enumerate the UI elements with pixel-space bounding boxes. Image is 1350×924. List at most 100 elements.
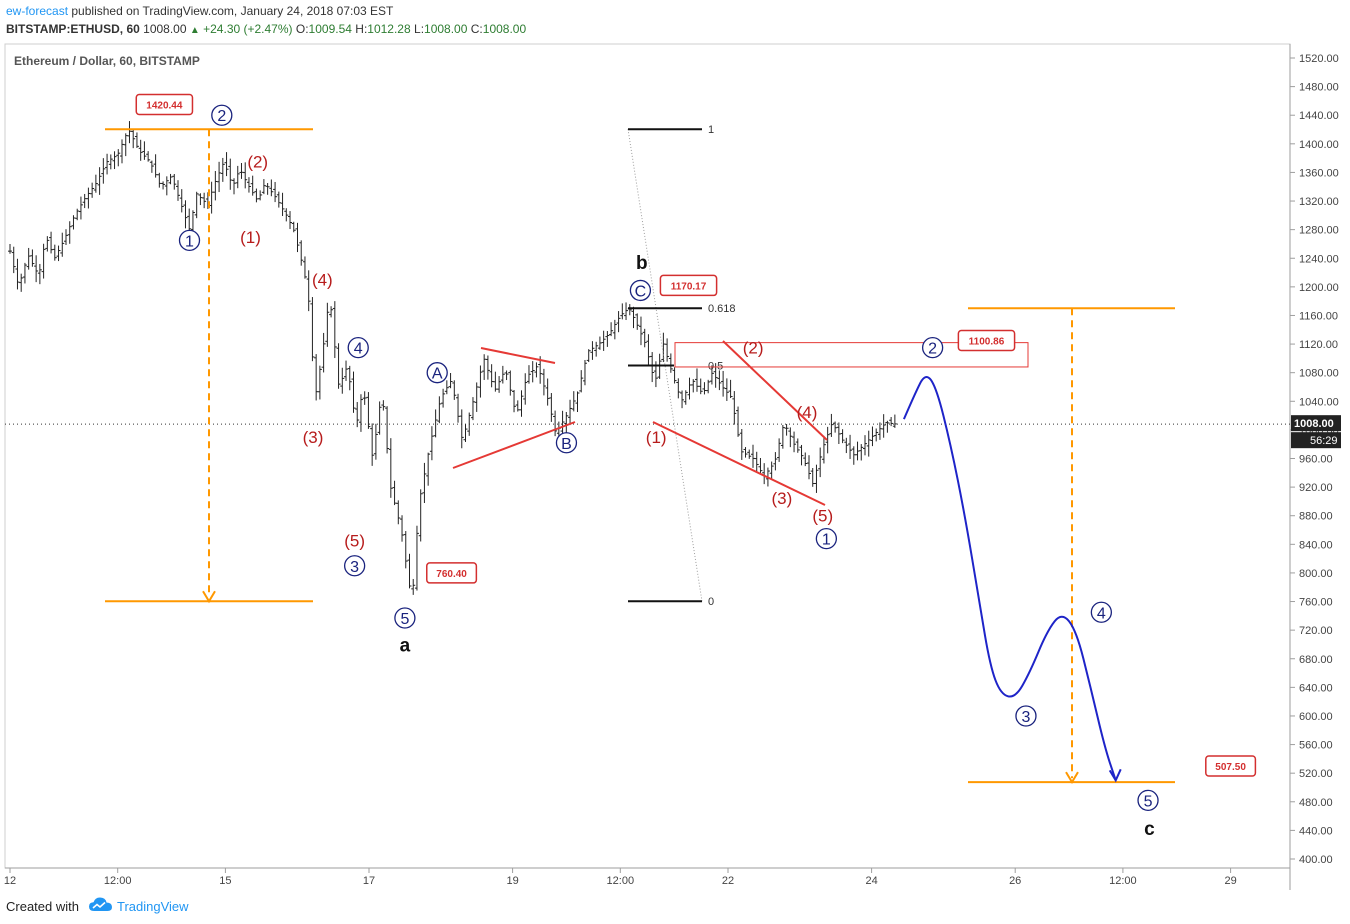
y-tick-label: 1080.00 [1299,368,1339,380]
x-tick-label: 24 [865,875,877,887]
wave-label: 2 [928,341,937,358]
wave-label: 4 [1097,605,1106,622]
x-tick-label: 22 [722,875,734,887]
price-tag-box [957,329,1016,352]
wave-circle [629,279,652,302]
wave-circle [426,362,448,384]
wave-label: 5 [1144,793,1153,810]
y-tick-label: 840.00 [1299,539,1333,551]
wave-label: B [561,436,572,453]
y-tick-label: 560.00 [1299,740,1333,752]
x-tick-label: 12:00 [607,875,635,887]
x-tick-label: 12:00 [104,875,132,887]
trend-line [480,347,556,364]
y-tick-label: 1280.00 [1299,225,1339,237]
y-tick-label: 720.00 [1299,625,1333,637]
projection-arrow-head [1108,768,1122,783]
price-tag-label: 1420.44 [146,100,183,111]
wave-label: (2) [247,153,268,172]
wave-label: 5 [400,611,409,628]
price-tag-label: 1170.17 [671,281,707,292]
price-tag-box [135,93,194,116]
x-tick-label: 15 [219,875,231,887]
low-label: L: [414,22,425,36]
high-label: H: [355,22,368,36]
published-text: published on TradingView.com, January 24… [71,4,394,18]
y-tick-label: 400.00 [1299,854,1333,866]
close-label: C: [470,22,483,36]
trend-line [452,421,576,469]
wave-circle [394,607,416,629]
x-tick-label: 29 [1224,875,1236,887]
x-tick-label: 12 [4,875,16,887]
trend-line [652,421,826,506]
open-value: 1009.54 [308,22,352,36]
y-tick-label: 920.00 [1299,482,1333,494]
price-tag-box [659,274,718,297]
publisher-link[interactable]: ew-forecast [6,4,69,18]
y-tick-label: 1400.00 [1299,139,1339,151]
wave-label: (3) [771,489,792,508]
open-label: O: [295,22,309,36]
tradingview-link[interactable]: TradingView [117,899,189,914]
y-tick-label: 1200.00 [1299,282,1339,294]
symbol-name: BITSTAMP:ETHUSD, 60 [6,22,140,36]
wave-label: (2) [743,339,764,358]
wave-label: (3) [303,428,324,447]
wave-label: 2 [217,108,226,125]
price-tag-box [426,562,478,584]
current-price-label: 1008.00 [1294,418,1334,430]
y-tick-label: 1160.00 [1299,310,1338,322]
wave-label: (4) [797,403,818,422]
fib-level-label: 1 [708,124,714,136]
x-tick-label: 12:00 [1109,875,1137,887]
wave-label: c [1144,819,1155,840]
y-tick-label: 1240.00 [1299,253,1339,265]
y-tick-label: 600.00 [1299,711,1333,723]
wave-label: b [636,253,648,274]
up-arrow-icon: ▲ [189,25,200,36]
wave-label: 4 [354,341,363,358]
wave-label: 3 [350,559,359,576]
wave-circle [1090,601,1113,623]
last-price: 1008.00 [143,22,187,36]
price-tag-label: 760.40 [436,569,467,580]
wave-label: (1) [646,428,667,447]
close-value: 1008.00 [482,22,527,36]
tradingview-cloud-icon [89,897,112,911]
wave-label: 1 [822,532,831,549]
y-tick-label: 800.00 [1299,568,1333,580]
symbol-info: BITSTAMP:ETHUSD, 60 1008.00 ▲ +24.30 (+2… [6,22,526,36]
countdown-label: 56:29 [1310,435,1338,447]
fib-level-label: 0 [708,596,714,608]
y-tick-label: 760.00 [1299,597,1333,609]
y-tick-label: 1320.00 [1299,196,1339,208]
x-tick-label: 19 [506,875,518,887]
wave-circle [921,336,944,359]
wave-circle [1015,705,1037,727]
y-tick-label: 880.00 [1299,511,1333,523]
orange-arrow-head [202,590,216,604]
y-tick-label: 1440.00 [1299,110,1339,122]
price-change: +24.30 (+2.47%) [203,22,293,36]
fib-level-label: 0.618 [708,303,736,315]
wave-circle [555,432,578,454]
wave-label: 1 [185,233,194,250]
plot-frame [4,43,1291,869]
wave-circle [815,527,838,550]
y-tick-label: 640.00 [1299,682,1333,694]
wave-circle [178,229,201,252]
wave-label: (4) [312,271,333,290]
wave-label: A [432,366,443,383]
y-tick-label: 1360.00 [1299,167,1339,179]
resistance-box [674,342,1029,368]
y-tick-label: 480.00 [1299,797,1333,809]
x-tick-label: 26 [1009,875,1021,887]
y-tick-label: 520.00 [1299,768,1333,780]
countdown-tag [1291,432,1341,449]
created-with-label: Created with [6,899,79,914]
projection-path [902,375,1117,781]
y-tick-label: 1120.00 [1299,339,1338,351]
wave-label: 3 [1022,709,1031,726]
